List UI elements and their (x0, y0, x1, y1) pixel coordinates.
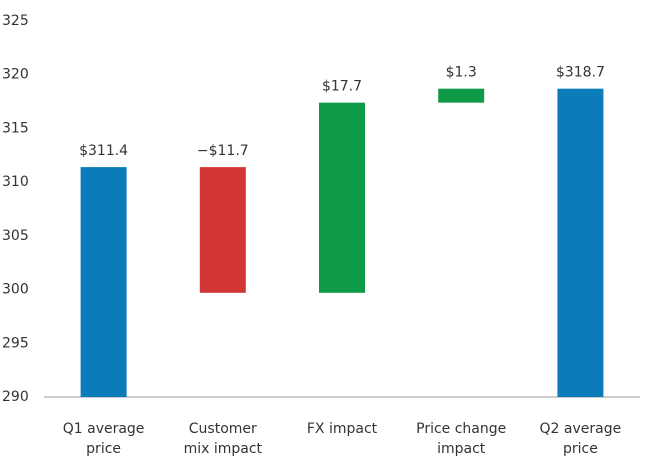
y-tick-label: 315 (2, 120, 29, 136)
y-tick-label: 310 (2, 174, 29, 190)
bar (199, 167, 246, 293)
y-tick-label: 305 (2, 228, 29, 244)
bar (80, 167, 127, 397)
value-label: $318.7 (556, 65, 605, 81)
bar (319, 102, 365, 293)
value-label: $311.4 (79, 143, 128, 159)
value-label: $1.3 (446, 65, 477, 81)
y-tick-label: 295 (2, 335, 29, 351)
x-tick-label: Q1 average price (62, 421, 145, 457)
y-tick-label: 290 (2, 389, 29, 405)
y-tick-label: 320 (2, 67, 29, 83)
bar (557, 88, 604, 398)
x-tick-label: FX impact (306, 421, 378, 437)
value-label: $17.7 (322, 79, 362, 95)
bar (438, 88, 485, 103)
x-tick-label: Q2 average price (539, 421, 622, 457)
x-tick-label: Customer mix impact (183, 421, 263, 457)
y-tick-label: 300 (2, 282, 29, 298)
value-label: −$11.7 (197, 143, 249, 159)
y-tick-label: 325 (2, 13, 29, 29)
x-tick-label: Price change impact (416, 421, 507, 457)
